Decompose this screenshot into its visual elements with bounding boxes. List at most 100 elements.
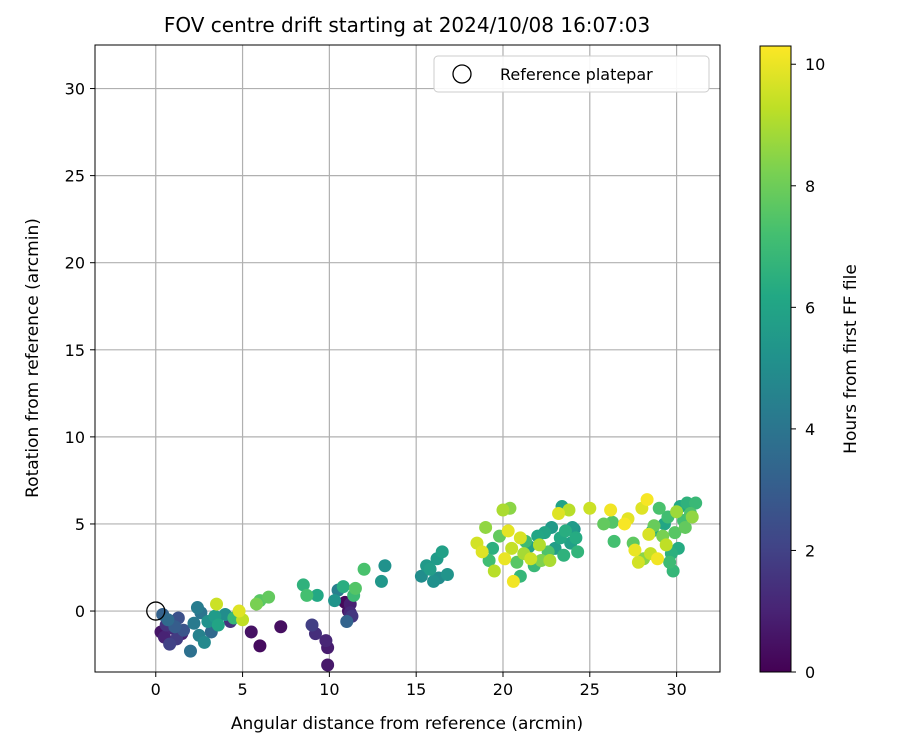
scatter-point	[310, 588, 324, 602]
scatter-point	[487, 564, 501, 578]
colorbar-tick-label: 6	[805, 298, 815, 317]
scatter-point	[357, 562, 371, 576]
x-tick-label: 0	[151, 680, 161, 699]
scatter-point	[232, 604, 246, 618]
scatter-point	[513, 531, 527, 545]
scatter-point	[253, 639, 267, 653]
y-axis-ticks: 0 5 10 15 20 25 30	[65, 80, 95, 621]
scatter-point	[670, 505, 684, 519]
scatter-point	[328, 594, 342, 608]
scatter-point	[210, 597, 224, 611]
scatter-point	[378, 559, 392, 573]
scatter-point	[211, 618, 225, 632]
legend-label: Reference platepar	[500, 65, 653, 84]
scatter-point	[558, 524, 572, 538]
x-tick-label: 5	[237, 680, 247, 699]
scatter-point	[524, 552, 538, 566]
legend-marker-icon	[452, 64, 472, 84]
scatter-point	[506, 574, 520, 588]
scatter-point	[435, 545, 449, 559]
y-axis-label: Rotation from reference (arcmin)	[23, 218, 43, 498]
scatter-point	[651, 552, 664, 566]
scatter-point	[498, 552, 512, 566]
scatter-point	[274, 620, 288, 634]
scatter-point	[505, 541, 519, 555]
scatter-point	[161, 613, 175, 627]
grid-lines	[95, 45, 720, 672]
scatter-point	[607, 534, 621, 548]
scatter-point	[659, 538, 673, 552]
scatter-point	[618, 517, 632, 531]
legend: Reference platepar	[433, 55, 710, 93]
scatter-point	[496, 503, 510, 517]
colorbar-tick-label: 0	[805, 663, 815, 682]
scatter-point	[486, 541, 500, 555]
colorbar-tick-label: 10	[805, 55, 825, 74]
y-tick-label: 15	[65, 341, 85, 360]
y-tick-label: 5	[75, 515, 85, 534]
x-tick-label: 15	[406, 680, 426, 699]
scatter-point	[628, 543, 642, 557]
scatter-point	[543, 554, 557, 568]
scatter-point	[685, 510, 699, 524]
scatter-point	[348, 581, 362, 595]
scatter-point	[583, 501, 597, 515]
scatter-point	[321, 658, 335, 672]
scatter-point	[642, 527, 656, 541]
plot-frame	[94, 44, 721, 673]
scatter-point	[197, 635, 211, 649]
scatter-point	[187, 616, 201, 630]
scatter-point	[427, 574, 441, 588]
scatter-point	[532, 538, 546, 552]
scatter-point	[423, 562, 437, 576]
scatter-point	[501, 524, 515, 538]
scatter-point	[663, 555, 677, 569]
scatter-point	[300, 588, 314, 602]
scatter-point	[374, 574, 388, 588]
scatter-point	[510, 555, 524, 569]
scatter-point	[479, 520, 493, 534]
scatter-point	[340, 614, 354, 628]
scatter-point	[190, 601, 204, 615]
x-axis-ticks: 0 5 10 15 20 25 30	[151, 672, 687, 699]
colorbar-label: Hours from first FF file	[841, 264, 861, 454]
scatter-point	[604, 503, 618, 517]
scatter-point	[475, 545, 489, 559]
y-tick-label: 10	[65, 428, 85, 447]
scatter-point	[552, 507, 566, 521]
scatter-point	[640, 493, 654, 507]
x-tick-label: 30	[666, 680, 686, 699]
x-tick-label: 25	[580, 680, 600, 699]
scatter-point	[163, 637, 177, 651]
x-tick-label: 10	[319, 680, 339, 699]
scatter-point	[678, 520, 692, 534]
scatter-point	[482, 554, 496, 568]
x-axis-label: Angular distance from reference (arcmin)	[231, 714, 583, 734]
reference-platepar-marker	[146, 601, 166, 621]
y-tick-label: 30	[65, 80, 85, 99]
scatter-point	[631, 555, 645, 569]
scatter-point	[249, 597, 263, 611]
colorbar: 0 2 4 6 8 10 Hours from first FF file	[759, 45, 861, 682]
legend-box	[433, 55, 710, 93]
scatter-point	[305, 618, 319, 632]
scatter-point	[689, 496, 703, 510]
scatter-point	[652, 501, 666, 515]
scatter-point	[571, 545, 585, 559]
scatter-point	[597, 517, 611, 531]
y-tick-label: 20	[65, 254, 85, 273]
scatter-point	[183, 644, 197, 658]
data-points	[146, 493, 703, 672]
x-tick-label: 20	[493, 680, 513, 699]
y-tick-label: 0	[75, 602, 85, 621]
colorbar-tick-label: 2	[805, 541, 815, 560]
scatter-point	[262, 590, 276, 604]
scatter-point	[562, 503, 576, 517]
y-tick-label: 25	[65, 167, 85, 186]
scatter-point	[440, 567, 454, 581]
scatter-point	[319, 634, 333, 648]
scatter-point	[668, 526, 682, 540]
colorbar-ticks: 0 2 4 6 8 10	[791, 55, 825, 682]
scatter-point	[244, 625, 258, 639]
